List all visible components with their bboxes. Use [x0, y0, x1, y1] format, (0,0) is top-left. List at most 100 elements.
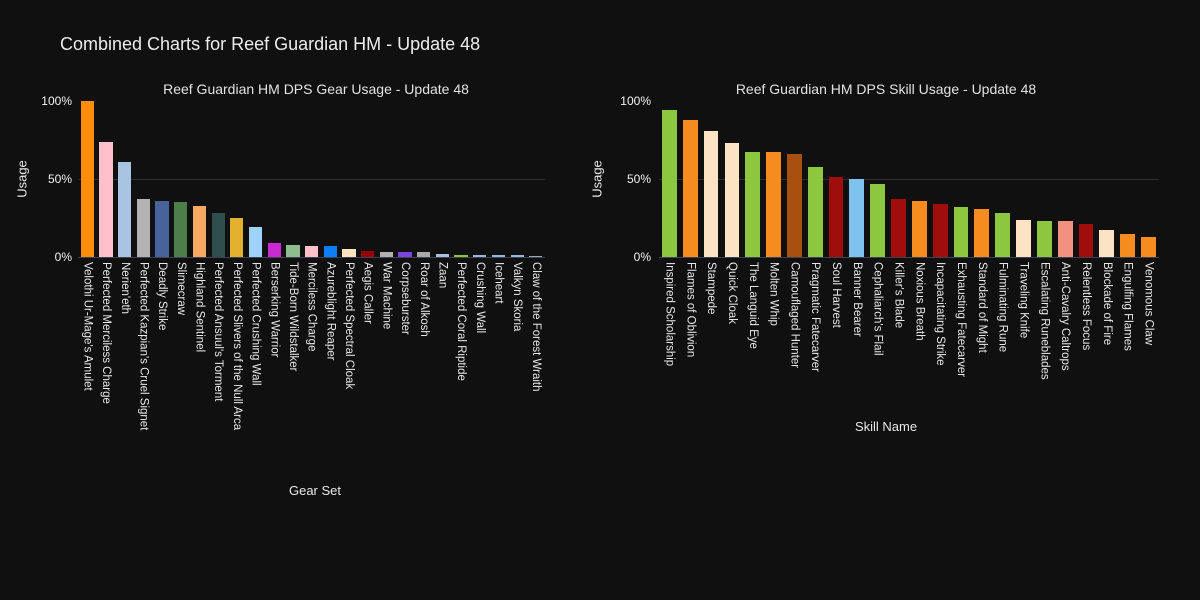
x-tick-label: Perfected Ansuul's Torment — [212, 262, 225, 402]
bar-slot — [246, 101, 265, 257]
bar-slot — [909, 101, 930, 257]
x-tick-label: Banner Bearer — [850, 262, 863, 337]
x-tick-slot: Venomous Claw — [1138, 258, 1159, 380]
x-tick-slot: Inspired Scholarship — [659, 258, 680, 380]
gear-chart-title: Reef Guardian HM DPS Gear Usage - Update… — [163, 81, 469, 97]
x-tick-label: Highland Sentinel — [193, 262, 206, 353]
x-tick-slot: Killer's Blade — [888, 258, 909, 380]
bar-slot — [867, 101, 888, 257]
bar-slot — [1055, 101, 1076, 257]
bar-slot — [1013, 101, 1034, 257]
bar-slot — [680, 101, 701, 257]
x-tick-slot: Azureblight Reaper — [321, 258, 340, 430]
x-tick-slot: Perfected Ansuul's Torment — [209, 258, 228, 430]
x-tick-slot: Merciless Charge — [302, 258, 321, 430]
bar — [248, 227, 263, 257]
bar-slot — [951, 101, 972, 257]
x-tick-label: Anti-Cavalry Caltrops — [1059, 262, 1072, 371]
x-tick-label: Exhausting Fatecarver — [955, 262, 968, 378]
x-tick-label: Relentless Focus — [1080, 262, 1092, 351]
bar-slot — [826, 101, 847, 257]
bar-slot — [805, 101, 826, 257]
bar — [155, 200, 169, 257]
x-tick-slot: Corpseburster — [396, 258, 415, 430]
x-tick-label: Perfected Kazpian's Cruel Signet — [137, 262, 150, 431]
bar — [953, 207, 969, 257]
x-tick-slot: Pragmatic Fatecarver — [805, 258, 826, 380]
x-tick-slot: Quick Cloak — [721, 258, 742, 380]
x-tick-label: Zaan — [436, 262, 449, 289]
x-tick-label: Molten Whip — [767, 262, 780, 326]
bar — [286, 244, 300, 257]
skill-x-axis-title: Skill Name — [854, 419, 918, 434]
bar-slot — [321, 101, 340, 257]
x-tick-slot: Aegis Caller — [358, 258, 377, 430]
bar-slot — [78, 101, 97, 257]
bar-slot — [396, 101, 415, 257]
x-tick-label: Soul Harvest — [830, 262, 843, 328]
bar — [1016, 219, 1031, 257]
bar-slot — [701, 101, 722, 257]
bar — [662, 110, 677, 257]
bar-slot — [265, 101, 284, 257]
bar-slot — [470, 101, 489, 257]
x-tick-label: War Machine — [380, 262, 393, 330]
x-tick-label: Quick Cloak — [725, 262, 738, 324]
bar — [398, 252, 412, 257]
x-tick-label: Perfected Crushing Wall — [249, 262, 262, 386]
bar — [682, 119, 698, 257]
gear-ytick-0: 0% — [54, 250, 72, 264]
x-tick-slot: Iceheart — [489, 258, 508, 430]
x-tick-label: Noxious Breath — [913, 262, 926, 341]
x-tick-slot: Exhausting Fatecarver — [951, 258, 972, 380]
gear-x-axis-title: Gear Set — [288, 483, 342, 498]
x-tick-slot: Perfected Kazpian's Cruel Signet — [134, 258, 153, 430]
bar-slot — [452, 101, 471, 257]
bar-slot — [1117, 101, 1138, 257]
x-tick-slot: Banner Bearer — [846, 258, 867, 380]
x-tick-label: Tide-Born Wildstalker — [286, 262, 299, 372]
x-tick-label: Iceheart — [492, 262, 505, 304]
x-tick-label: Roar of Alkosh — [417, 262, 430, 337]
x-tick-slot: Deadly Strike — [153, 258, 172, 430]
x-tick-label: Inspired Scholarship — [663, 262, 676, 367]
x-axis-labels: Velothi Ur-Mage's Amulet Perfected Mercil… — [78, 258, 545, 430]
bar-slot — [190, 101, 209, 257]
bar — [724, 143, 740, 257]
x-tick-slot: Incapacitating Strike — [930, 258, 951, 380]
bar — [1120, 233, 1136, 257]
bar — [1078, 224, 1094, 257]
x-tick-label: Corpseburster — [399, 262, 412, 335]
bar — [1141, 236, 1156, 257]
gear-ytick-50: 50% — [47, 172, 72, 186]
x-tick-label: Perfected Merciless Charge — [100, 262, 113, 404]
x-tick-label: Pragmatic Fatecarver — [809, 262, 822, 372]
bar-slot — [742, 101, 763, 257]
bar-slot — [97, 101, 116, 257]
bar-slot — [763, 101, 784, 257]
bar-slot — [284, 101, 303, 257]
x-tick-slot: Highland Sentinel — [190, 258, 209, 430]
gridline-50pct — [659, 179, 1159, 180]
x-tick-slot: The Languid Eye — [742, 258, 763, 380]
x-tick-label: Azureblight Reaper — [324, 262, 337, 361]
x-tick-label: Blockade of Fire — [1100, 262, 1113, 346]
x-tick-label: Perfected Slivers of the Null Arca — [230, 262, 243, 431]
bar — [118, 161, 132, 257]
bar — [529, 255, 543, 257]
bar — [703, 130, 719, 257]
bar-slot — [930, 101, 951, 257]
bar-slot — [209, 101, 228, 257]
x-tick-label: Escalating Runeblades — [1038, 262, 1051, 380]
bar-slot — [888, 101, 909, 257]
bar — [304, 246, 319, 257]
x-tick-slot: Flames of Oblivion — [680, 258, 701, 380]
bar — [786, 154, 802, 257]
x-tick-label: Engulfing Flames — [1121, 262, 1134, 351]
bar — [870, 183, 886, 257]
skill-ytick-0: 0% — [633, 250, 651, 264]
x-tick-slot: Perfected Crushing Wall — [246, 258, 265, 430]
bar — [192, 205, 207, 257]
bar — [267, 242, 281, 257]
bar — [435, 253, 450, 257]
